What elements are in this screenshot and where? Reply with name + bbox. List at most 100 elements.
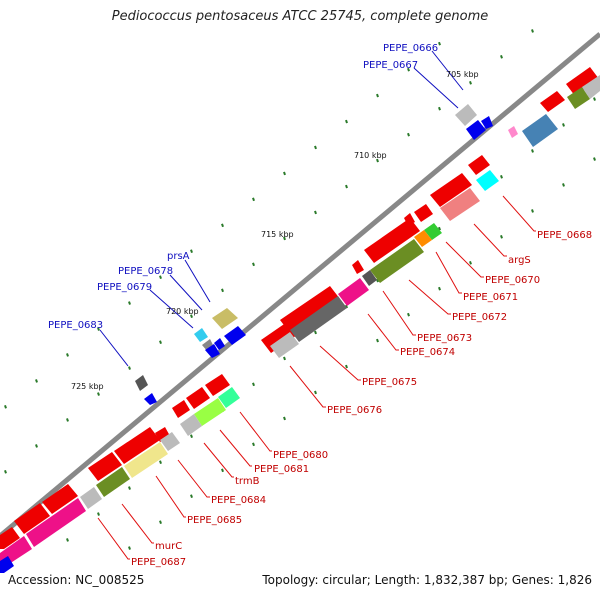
gene-blue-b[interactable] [214, 338, 225, 350]
cds-red-9[interactable] [280, 286, 340, 333]
label-PEPE_0679[interactable]: PEPE_0679 [97, 282, 152, 293]
gene-PEPE_0679[interactable] [205, 344, 220, 358]
label-PEPE_0667[interactable]: PEPE_0667 [363, 60, 418, 71]
label-PEPE_0670[interactable]: PEPE_0670 [485, 275, 540, 286]
cds-red-1[interactable] [540, 91, 565, 112]
leader-PEPE_0680 [239, 411, 272, 452]
inner-leaders [97, 195, 536, 560]
leader-PEPE_0675 [319, 345, 361, 381]
label-PEPE_0683[interactable]: PEPE_0683 [48, 320, 103, 331]
gene-PEPE_0676[interactable] [270, 332, 299, 358]
gene-argS[interactable] [440, 188, 480, 221]
label-PEPE_0666[interactable]: PEPE_0666 [383, 43, 438, 54]
scale-dot-33 [531, 149, 534, 153]
label-PEPE_0671[interactable]: PEPE_0671 [463, 292, 518, 303]
scale-dot-30 [438, 226, 441, 231]
cds-red-8[interactable] [352, 260, 364, 274]
gene-PEPE_0672[interactable] [370, 239, 424, 283]
gene-PEPE_0671[interactable] [414, 230, 432, 247]
scale-dot-34 [562, 123, 565, 127]
label-PEPE_0668[interactable]: PEPE_0668 [537, 230, 592, 241]
cds-red-13[interactable] [172, 400, 190, 418]
label-PEPE_0678[interactable]: PEPE_0678 [118, 266, 173, 277]
scale-dot-47 [469, 260, 472, 265]
gene-grey-2[interactable] [80, 487, 102, 509]
label-PEPE_0687[interactable]: PEPE_0687 [131, 557, 186, 568]
gene-blue-d[interactable] [0, 556, 14, 573]
gene-PEPE_0675[interactable] [290, 296, 347, 342]
cds-red-3[interactable] [468, 155, 490, 175]
gene-blue-c[interactable] [144, 393, 157, 405]
gene-grey-top[interactable] [582, 75, 600, 99]
scale-dot-59 [221, 223, 224, 228]
scale-dot-28 [376, 278, 379, 283]
gene-murC[interactable] [26, 498, 86, 547]
cds-red-11[interactable] [205, 374, 230, 396]
gene-PEPE_0670[interactable] [424, 223, 442, 240]
label-PEPE_0672[interactable]: PEPE_0672 [452, 312, 507, 323]
gene-PEPE_0666[interactable] [455, 104, 477, 126]
label-PEPE_0675[interactable]: PEPE_0675 [362, 377, 417, 388]
label-argS[interactable]: argS [508, 255, 531, 266]
leader-PEPE_0667 [413, 67, 459, 109]
gene-small-blue[interactable] [481, 116, 493, 129]
scale-dot-8 [252, 262, 255, 267]
scale-dot-61 [283, 171, 286, 176]
backbone-arc [0, 32, 600, 538]
label-PEPE_0680[interactable]: PEPE_0680 [273, 450, 328, 461]
cds-red-18[interactable] [0, 527, 20, 549]
cds-red-4[interactable] [430, 173, 472, 207]
scale-dot-11 [345, 184, 348, 189]
gene-prsA[interactable] [212, 308, 238, 329]
gene-PEPE_0668[interactable] [476, 170, 499, 191]
scale-dot-60 [252, 197, 255, 202]
cds-red-15[interactable] [88, 452, 122, 481]
label-PEPE_0681[interactable]: PEPE_0681 [254, 464, 309, 475]
scale-dot-36 [128, 546, 131, 550]
gene-PEPE_0683[interactable] [135, 375, 148, 391]
gene-PEPE_0680[interactable] [218, 387, 240, 408]
label-PEPE_0673[interactable]: PEPE_0673 [417, 333, 472, 344]
gene-PEPE_0681[interactable] [194, 398, 226, 426]
gene-PEPE_0673[interactable] [362, 270, 377, 286]
label-prsA[interactable]: prsA [167, 251, 190, 262]
gene-PEPE_0685[interactable] [124, 442, 168, 478]
scale-tick-labels: 705 kbp 710 kbp 715 kbp 720 kbp 725 kbp [71, 70, 479, 391]
gene-PEPE_0667[interactable] [466, 120, 486, 140]
cds-red-12[interactable] [186, 387, 210, 409]
gene-PEPE_0674[interactable] [338, 278, 369, 306]
label-murC[interactable]: murC [155, 541, 182, 552]
gene-pink-small[interactable] [508, 126, 518, 138]
scale-dot-3 [97, 392, 100, 396]
leader-PEPE_0671 [435, 251, 462, 294]
scale-dots [4, 29, 596, 550]
gene-PEPE_0684[interactable] [160, 432, 180, 451]
cds-red-5[interactable] [414, 204, 433, 222]
gene-olive-2[interactable] [96, 467, 130, 497]
leader-murC [121, 503, 154, 544]
cds-red-16[interactable] [42, 484, 78, 514]
leader-PEPE_0676 [289, 365, 326, 408]
leader-PEPE_0684 [177, 459, 210, 498]
gene-blue-a[interactable] [224, 326, 246, 345]
cds-red-7[interactable] [364, 218, 420, 263]
gene-cyan-small[interactable] [194, 328, 208, 342]
gene-trmB[interactable] [180, 414, 202, 436]
label-PEPE_0684[interactable]: PEPE_0684 [211, 495, 266, 506]
label-PEPE_0674[interactable]: PEPE_0674 [400, 347, 455, 358]
cds-red-10[interactable] [261, 320, 300, 353]
cds-red-14[interactable] [114, 427, 160, 464]
scale-dot-26 [314, 330, 317, 335]
cds-red-2[interactable] [566, 67, 599, 96]
gene-olive-top[interactable] [567, 87, 590, 109]
label-trmB[interactable]: trmB [235, 476, 260, 487]
gene-steel[interactable] [522, 114, 558, 147]
leader-PEPE_0687 [97, 517, 130, 560]
label-PEPE_0676[interactable]: PEPE_0676 [327, 405, 382, 416]
label-PEPE_0685[interactable]: PEPE_0685 [187, 515, 242, 526]
inner-gene-labels: PEPE_0668 argS PEPE_0670 PEPE_0671 PEPE_… [131, 230, 592, 568]
leader-PEPE_0673 [382, 290, 416, 336]
outer-leaders [99, 50, 464, 367]
cds-red-17[interactable] [14, 503, 50, 534]
